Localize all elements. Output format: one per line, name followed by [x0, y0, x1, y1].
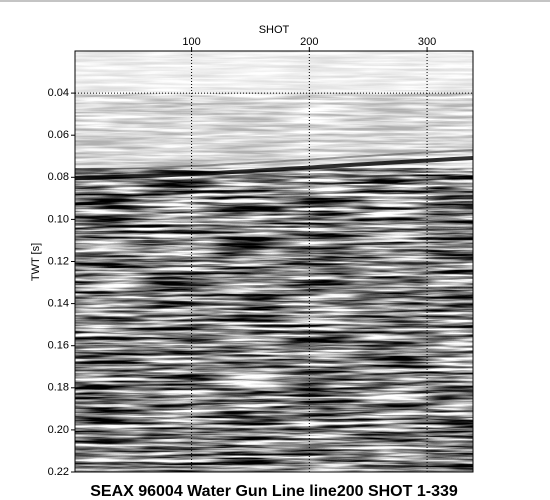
- sediment-texture: [75, 168, 473, 472]
- y-tick-label: 0.14: [48, 298, 69, 310]
- y-axis-label: TWT [s]: [30, 243, 42, 281]
- y-tick-label: 0.10: [48, 213, 69, 225]
- water-texture: [75, 51, 473, 93]
- water-column-texture: [75, 93, 473, 168]
- y-tick-label: 0.12: [48, 255, 69, 267]
- y-tick-label: 0.22: [48, 466, 69, 478]
- x-tick-label: 300: [418, 36, 436, 48]
- y-tick-label: 0.20: [48, 424, 69, 436]
- x-tick-label: 200: [300, 36, 318, 48]
- chart-title: SEAX 96004 Water Gun Line line200 SHOT 1…: [90, 483, 458, 500]
- x-axis-label: SHOT: [259, 24, 290, 36]
- x-tick-label: 100: [182, 36, 200, 48]
- y-tick-label: 0.06: [48, 129, 69, 141]
- seabed-reflector: [75, 156, 473, 180]
- y-tick-label: 0.18: [48, 382, 69, 394]
- seabed-reflector: [75, 149, 473, 171]
- seismic-image: [75, 51, 473, 472]
- y-tick-label: 0.16: [48, 340, 69, 352]
- y-tick-label: 0.04: [48, 87, 69, 99]
- y-tick-label: 0.08: [48, 171, 69, 183]
